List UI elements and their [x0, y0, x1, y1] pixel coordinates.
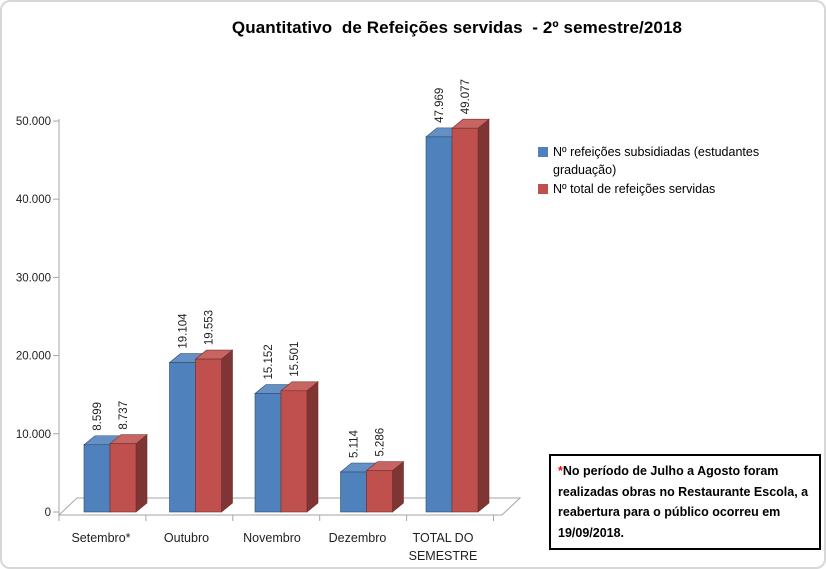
legend-item-subsidiadas: Nº refeições subsidiadas (estudantes gra…: [538, 143, 782, 179]
footnote-text: No período de Julho a Agosto foram reali…: [558, 464, 809, 540]
x-axis-category-label-dezembro: Dezembro: [329, 531, 387, 545]
chart-legend: Nº refeições subsidiadas (estudantes gra…: [538, 143, 782, 198]
bar-value-label-subsidiadas-dezembro: 5.114: [349, 429, 361, 458]
bar-subsidiadas-outubro: [169, 362, 196, 513]
legend-label-total: Nº total de refeições servidas: [553, 182, 716, 196]
y-axis-label: 30.000: [16, 272, 51, 284]
y-axis-label: 10.000: [16, 429, 51, 441]
bar-total-novembro: [280, 390, 308, 513]
x-axis-category-label-novembro: Novembro: [243, 531, 301, 545]
y-axis-label: 20.000: [16, 351, 51, 363]
bar-subsidiadas-novembro: [254, 393, 282, 513]
legend-swatch-subsidiadas: [538, 147, 548, 157]
bar-value-label-subsidiadas-total-do-semestre: 47.969: [434, 88, 446, 123]
bar-subsidiadas-dezembro: [340, 471, 367, 513]
bar-value-label-total-total-do-semestre: 49.077: [460, 79, 472, 114]
legend-swatch-total: [538, 184, 548, 194]
bar-side-total-outubro: [221, 349, 233, 513]
bar-value-label-subsidiadas-setembro: 8.599: [92, 402, 104, 431]
legend-item-total: Nº total de refeições servidas: [538, 180, 782, 198]
y-axis-label: 50.000: [16, 116, 51, 128]
bar-side-total-novembro: [306, 381, 319, 513]
x-axis-category-label-total-do-semestre: TOTAL DO SEMESTRE: [409, 531, 478, 563]
y-axis-label: 40.000: [16, 194, 51, 206]
bar-total-total-do-semestre: [451, 127, 479, 513]
footnote-asterisk: *: [558, 464, 563, 478]
bar-value-label-total-setembro: 8.737: [118, 401, 130, 430]
bar-total-dezembro: [366, 470, 393, 513]
bar-value-label-subsidiadas-novembro: 15.152: [263, 344, 275, 379]
x-axis-category-label-setembro: Setembro*: [71, 531, 130, 545]
bar-value-label-total-dezembro: 5.286: [375, 428, 387, 457]
bar-value-label-total-outubro: 19.553: [204, 310, 216, 345]
bar-total-outubro: [195, 358, 222, 513]
bar-subsidiadas-total-do-semestre: [425, 136, 453, 513]
legend-label-subsidiadas: Nº refeições subsidiadas (estudantes gra…: [553, 145, 760, 177]
chart-title: Quantitativo de Refeições servidas - 2º …: [231, 18, 683, 37]
bar-side-total-total-do-semestre: [477, 118, 490, 513]
y-axis-label: 0: [45, 507, 51, 519]
bar-subsidiadas-setembro: [83, 444, 111, 513]
x-axis-category-label-outubro: Outubro: [164, 531, 209, 545]
bar-total-setembro: [109, 443, 137, 513]
footnote-box: *No período de Julho a Agosto foram real…: [549, 454, 821, 550]
bar-value-label-total-novembro: 15.501: [289, 342, 301, 377]
bar-side-total-setembro: [135, 434, 148, 513]
bar-value-label-subsidiadas-outubro: 19.104: [178, 313, 190, 349]
